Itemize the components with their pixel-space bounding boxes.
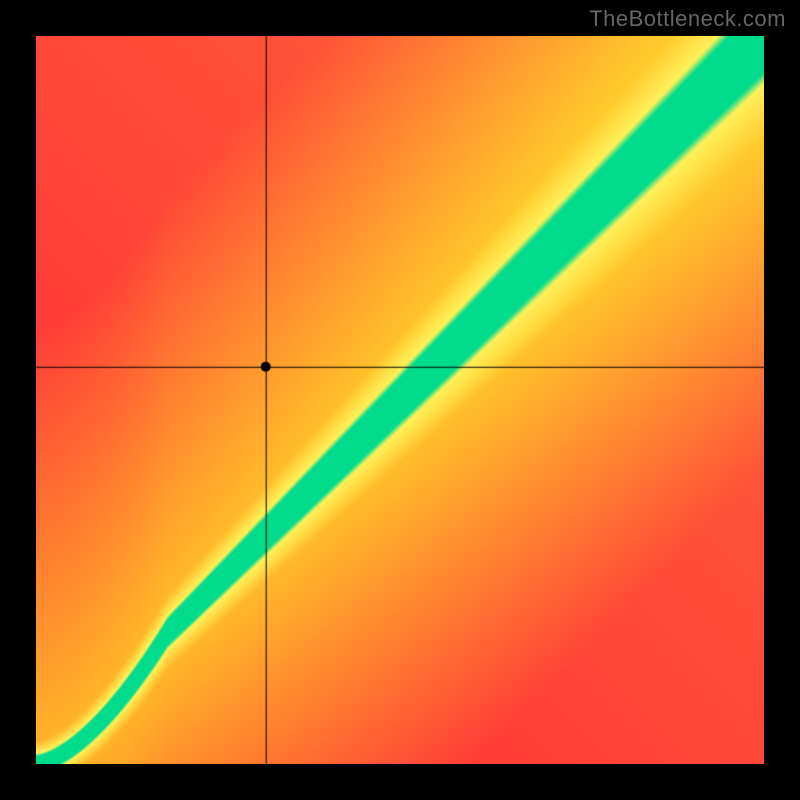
chart-container: TheBottleneck.com <box>0 0 800 800</box>
heatmap-canvas <box>36 36 764 764</box>
watermark-text: TheBottleneck.com <box>589 6 786 32</box>
plot-area <box>36 36 764 764</box>
